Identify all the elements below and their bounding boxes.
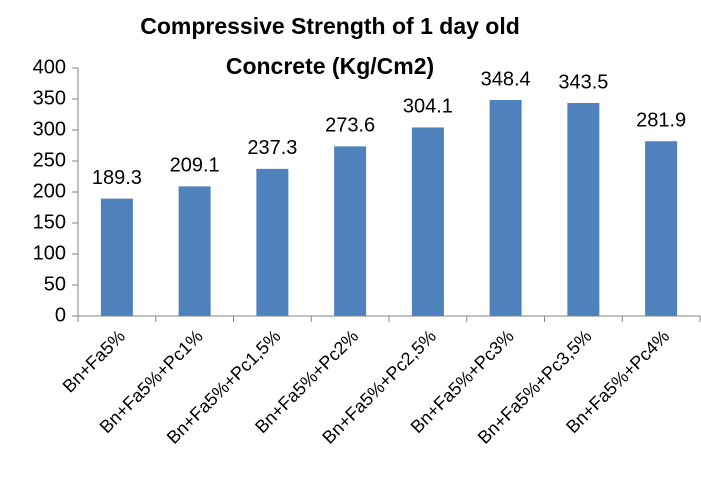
y-tick-label: 200 — [33, 180, 66, 202]
y-tick-label: 0 — [55, 304, 66, 326]
bar — [334, 146, 367, 316]
value-label: 273.6 — [325, 115, 375, 137]
bar — [411, 127, 444, 316]
bar — [645, 141, 678, 316]
chart-title: Concrete (Kg/Cm2) — [226, 53, 434, 79]
chart-title: Compressive Strength of 1 day old — [140, 13, 520, 39]
bar — [567, 103, 600, 316]
value-label: 189.3 — [92, 167, 142, 189]
value-label: 343.5 — [558, 71, 608, 93]
x-tick-label: Bn+Fa5% — [59, 326, 129, 396]
value-label: 237.3 — [247, 137, 297, 159]
y-tick-label: 400 — [33, 56, 66, 78]
y-tick-label: 350 — [33, 87, 66, 109]
y-tick-label: 50 — [44, 273, 66, 295]
value-label: 304.1 — [403, 96, 453, 118]
value-label: 281.9 — [636, 110, 686, 132]
bar — [100, 198, 133, 316]
value-label: 348.4 — [481, 68, 531, 90]
y-tick-label: 250 — [33, 149, 66, 171]
bar — [489, 99, 522, 316]
bar — [178, 186, 211, 316]
value-label: 209.1 — [170, 155, 220, 177]
bar — [256, 168, 289, 316]
y-tick-label: 150 — [33, 211, 66, 233]
y-tick-label: 100 — [33, 242, 66, 264]
y-tick-label: 300 — [33, 118, 66, 140]
